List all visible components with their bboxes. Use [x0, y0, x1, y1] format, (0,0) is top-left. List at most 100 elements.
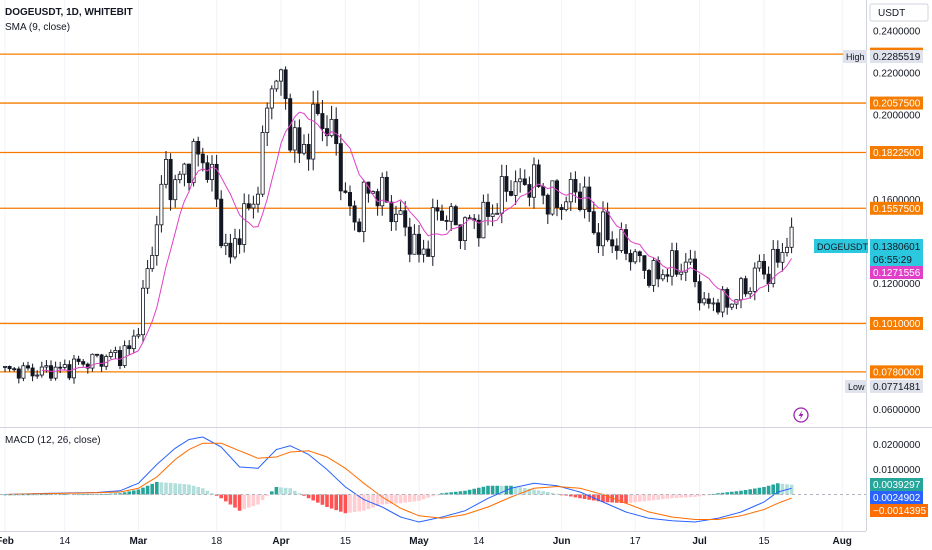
candle-body	[660, 274, 665, 280]
hist-bar	[739, 490, 743, 495]
candle	[338, 133, 343, 201]
hist-bar	[297, 493, 302, 495]
candle	[504, 165, 509, 202]
hist-bar	[219, 494, 223, 499]
hist-bar	[624, 494, 628, 504]
candle	[25, 361, 30, 371]
candle	[380, 172, 385, 216]
candle-body	[670, 250, 675, 277]
candle	[545, 193, 550, 224]
candle-body	[76, 358, 81, 362]
hist-bar	[274, 487, 279, 495]
hist-bar	[463, 490, 467, 495]
hist-bar	[569, 494, 573, 497]
hist-bar	[205, 490, 210, 495]
candle-body	[329, 118, 334, 137]
candle-body	[173, 179, 178, 201]
time-tick-label: 17	[630, 536, 642, 547]
candle	[122, 340, 127, 368]
candle	[734, 299, 739, 310]
level-tag-label: 0.1557500	[873, 204, 921, 215]
candle	[633, 249, 638, 265]
hist-bar	[679, 494, 683, 498]
candle	[127, 340, 132, 355]
candle-body	[219, 198, 224, 247]
candle	[568, 172, 573, 212]
sma-line	[41, 111, 793, 372]
candle	[421, 239, 426, 263]
low-marker: Low 0.0771481	[845, 380, 923, 393]
candle-body	[720, 289, 725, 313]
candle-body	[21, 365, 26, 379]
candle-body	[559, 207, 564, 211]
candle-body	[118, 350, 123, 366]
candle	[393, 205, 398, 231]
candle-body	[748, 291, 753, 295]
hist-bar	[348, 494, 352, 513]
time-tick-label: 15	[758, 536, 770, 547]
candle	[435, 199, 440, 221]
hist-bar	[596, 494, 601, 502]
hist-bar	[283, 487, 288, 495]
time-tick-label: Jun	[553, 536, 571, 547]
candle	[564, 196, 569, 212]
candle	[131, 329, 136, 353]
candle-body	[127, 345, 132, 350]
candle-body	[265, 107, 270, 133]
candle-body	[716, 302, 721, 313]
hist-bar	[251, 494, 256, 507]
last-price: 0.1380601	[873, 242, 921, 253]
high-tag: High	[846, 52, 865, 62]
hist-bar	[104, 493, 108, 495]
level-tag	[870, 201, 923, 215]
hist-bar	[711, 494, 716, 495]
candle	[343, 182, 348, 194]
candle-body	[150, 255, 155, 270]
candle-body	[481, 201, 486, 239]
candle	[39, 361, 44, 378]
hist-bar	[532, 489, 536, 495]
lightning-icon[interactable]	[793, 407, 809, 423]
candle	[168, 153, 173, 211]
candle-body	[62, 364, 67, 368]
hist-bar	[81, 494, 85, 496]
candle	[559, 204, 564, 220]
candle	[651, 257, 656, 292]
candle-body	[311, 103, 316, 160]
candle	[729, 303, 734, 310]
candle	[407, 217, 412, 263]
time-tick-label: Mar	[130, 536, 148, 547]
low-tag: Low	[848, 382, 865, 392]
candle-body	[421, 248, 426, 255]
candle	[495, 203, 500, 215]
candle	[490, 204, 495, 227]
hist-bar	[228, 494, 233, 505]
candle-body	[200, 153, 205, 164]
hist-bar	[155, 482, 159, 495]
candle	[3, 365, 8, 373]
candle	[357, 218, 362, 233]
hist-bar	[582, 494, 587, 499]
candle	[35, 370, 40, 379]
candle-body	[49, 365, 54, 379]
candle-body	[136, 334, 141, 337]
candle	[702, 292, 707, 306]
hist-bar	[647, 494, 651, 501]
hist-bar	[265, 494, 269, 496]
candle-body	[476, 219, 481, 239]
candle	[140, 279, 145, 343]
candle	[624, 224, 629, 261]
candle-body	[453, 206, 458, 226]
candle	[118, 346, 123, 370]
candle-body	[196, 140, 201, 155]
hist-bar	[224, 494, 228, 502]
price-tick-label: 0.2000000	[873, 111, 921, 122]
candle	[444, 215, 449, 231]
hist-bar	[771, 484, 775, 495]
candle	[49, 360, 54, 382]
hist-bar	[339, 494, 343, 512]
hist-bar	[343, 494, 348, 514]
level-tag-label: 0.0780000	[873, 367, 921, 378]
currency-button[interactable]: USDT	[869, 3, 929, 22]
